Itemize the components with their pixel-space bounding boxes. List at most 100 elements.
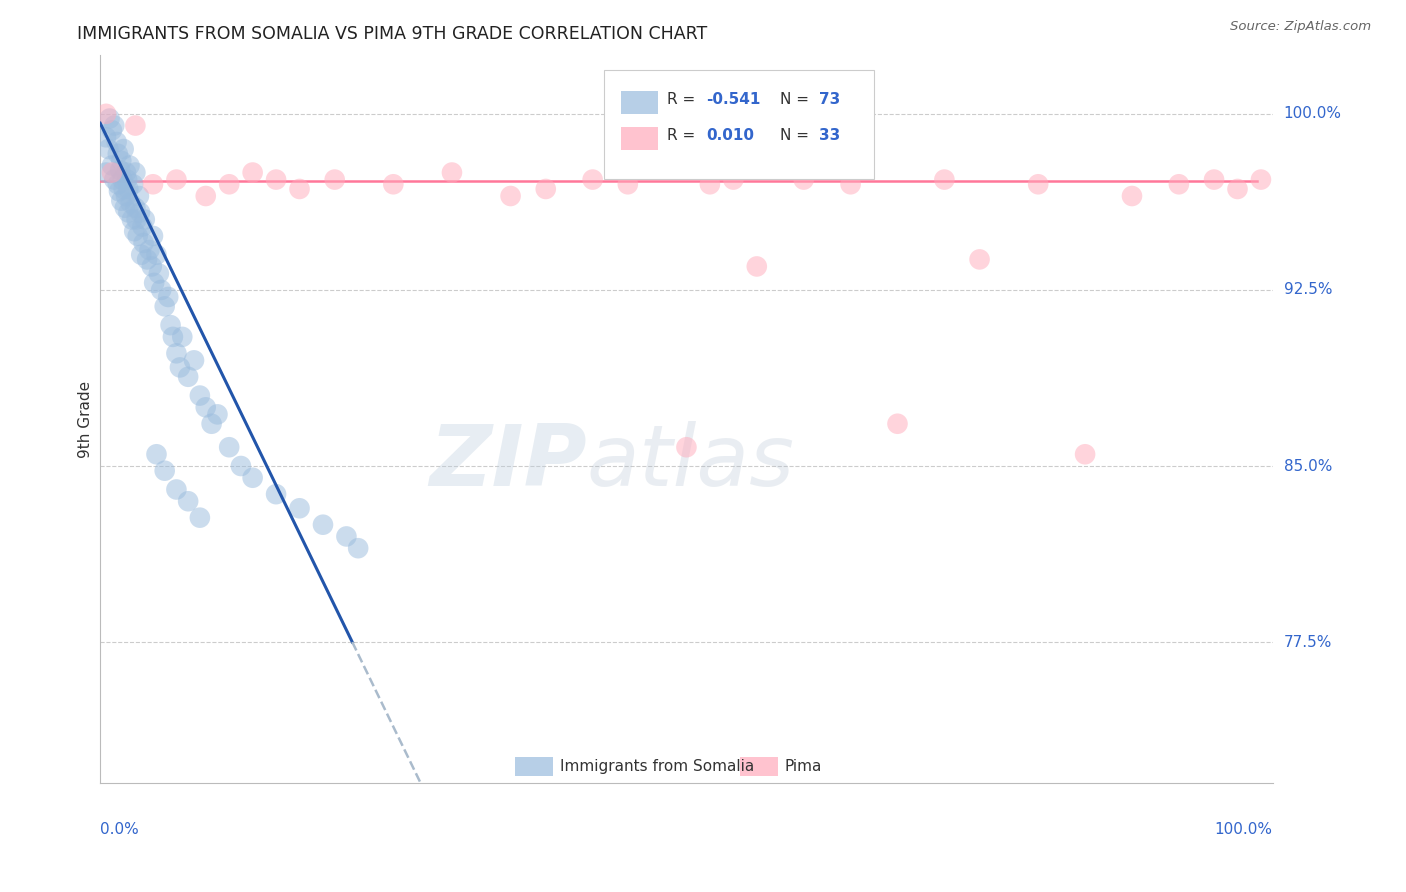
FancyBboxPatch shape xyxy=(605,70,875,179)
Point xyxy=(112,142,135,156)
FancyBboxPatch shape xyxy=(621,128,658,151)
Point xyxy=(150,283,173,297)
Point xyxy=(129,248,152,262)
Point xyxy=(94,165,117,179)
Point xyxy=(122,224,145,238)
Point xyxy=(124,201,146,215)
Point xyxy=(194,401,217,415)
Point xyxy=(136,252,159,267)
Text: 100.0%: 100.0% xyxy=(1215,822,1272,837)
Point xyxy=(157,290,180,304)
Point xyxy=(97,142,120,156)
Point xyxy=(169,360,191,375)
Point xyxy=(98,112,121,126)
Point xyxy=(132,235,155,250)
Point xyxy=(127,228,149,243)
Point xyxy=(103,119,125,133)
Point xyxy=(839,178,862,192)
Point xyxy=(1026,178,1049,192)
Point xyxy=(120,196,142,211)
Text: Immigrants from Somalia: Immigrants from Somalia xyxy=(560,759,754,774)
Point xyxy=(108,163,131,178)
Point xyxy=(218,178,240,192)
Point xyxy=(242,471,264,485)
Point xyxy=(229,458,252,473)
Point xyxy=(188,510,211,524)
Point xyxy=(124,165,146,179)
Point xyxy=(1226,182,1249,196)
Point xyxy=(122,178,145,192)
Point xyxy=(723,172,745,186)
Point xyxy=(105,135,128,149)
Point xyxy=(142,178,165,192)
Point xyxy=(242,165,264,179)
Point xyxy=(165,346,187,360)
Point xyxy=(159,318,181,333)
Point xyxy=(129,205,152,219)
Point xyxy=(582,172,605,186)
Text: Pima: Pima xyxy=(785,759,823,774)
Point xyxy=(1074,447,1097,461)
Point xyxy=(183,353,205,368)
Point xyxy=(118,159,141,173)
Point xyxy=(134,212,156,227)
Text: R =: R = xyxy=(666,128,700,144)
Point xyxy=(177,494,200,508)
FancyBboxPatch shape xyxy=(741,756,778,776)
Point xyxy=(499,189,522,203)
Point xyxy=(165,483,187,497)
Point xyxy=(1202,172,1225,186)
Point xyxy=(534,182,557,196)
Text: atlas: atlas xyxy=(586,421,794,504)
Text: N =: N = xyxy=(780,128,814,144)
Text: IMMIGRANTS FROM SOMALIA VS PIMA 9TH GRADE CORRELATION CHART: IMMIGRANTS FROM SOMALIA VS PIMA 9TH GRAD… xyxy=(77,25,707,43)
Point xyxy=(107,178,129,192)
Point xyxy=(194,189,217,203)
Point xyxy=(440,165,463,179)
Point xyxy=(143,276,166,290)
Point xyxy=(1121,189,1143,203)
Text: ZIP: ZIP xyxy=(429,421,586,504)
Point xyxy=(115,165,138,179)
Text: -0.541: -0.541 xyxy=(706,92,761,107)
Point xyxy=(115,172,138,186)
Point xyxy=(94,130,117,145)
Point xyxy=(153,464,176,478)
Point xyxy=(675,440,697,454)
Point xyxy=(117,205,139,219)
Point xyxy=(200,417,222,431)
Point xyxy=(112,182,135,196)
Point xyxy=(177,369,200,384)
Point xyxy=(117,182,139,196)
Point xyxy=(886,417,908,431)
Point xyxy=(101,159,124,173)
Point xyxy=(138,243,160,257)
Point xyxy=(124,119,146,133)
Point xyxy=(145,447,167,461)
Point xyxy=(107,146,129,161)
Point xyxy=(131,219,153,234)
Point xyxy=(934,172,956,186)
Point xyxy=(335,529,357,543)
Point xyxy=(969,252,991,267)
Point xyxy=(1250,172,1272,186)
Text: 100.0%: 100.0% xyxy=(1284,106,1341,121)
Point xyxy=(264,487,287,501)
Text: N =: N = xyxy=(780,92,814,107)
Point xyxy=(288,182,311,196)
Point xyxy=(188,388,211,402)
Text: 0.010: 0.010 xyxy=(706,128,755,144)
Point xyxy=(111,172,134,186)
Point xyxy=(617,178,640,192)
Text: R =: R = xyxy=(666,92,700,107)
Point xyxy=(1167,178,1189,192)
Point xyxy=(94,107,117,121)
Point xyxy=(153,299,176,313)
Point xyxy=(323,172,346,186)
Point xyxy=(699,178,721,192)
Text: 73: 73 xyxy=(818,92,841,107)
Text: 0.0%: 0.0% xyxy=(100,822,139,837)
Point xyxy=(141,260,163,274)
Text: 77.5%: 77.5% xyxy=(1284,634,1331,649)
Point xyxy=(312,517,335,532)
